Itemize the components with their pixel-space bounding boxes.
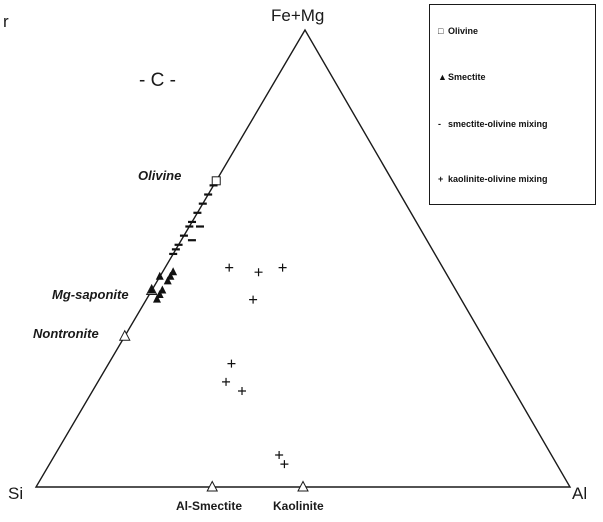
- legend-item-smectite-olivine-mixing: - smectite-olivine mixing: [438, 119, 548, 129]
- legend-label-smectite-olivine-mixing: smectite-olivine mixing: [448, 119, 548, 129]
- reference-point-al-smectite: [206, 480, 219, 492]
- kaolinite-olivine-mixing-point-3: [249, 295, 258, 304]
- smectite-point-7: [163, 276, 172, 285]
- dash-marker-icon: -: [438, 119, 441, 129]
- reference-point-nontronite: [118, 329, 131, 341]
- kaolinite-olivine-mixing-point-5: [222, 377, 231, 386]
- legend-item-olivine: □ Olivine: [438, 26, 478, 36]
- kaolinite-olivine-mixing-point-7: [275, 451, 284, 460]
- olivine-annotation: Olivine: [138, 168, 182, 183]
- legend: □ Olivine ▲Smectite - smectite-olivine mix…: [429, 4, 596, 205]
- legend-item-kaolinite-olivine-mixing: + kaolinite-olivine mixing: [438, 174, 548, 184]
- panel-letter: r: [3, 12, 9, 31]
- kaolinite-olivine-mixing-point-4: [227, 359, 236, 368]
- kaolinite-label: Kaolinite: [273, 499, 324, 513]
- vertex-top-label: Fe+Mg: [271, 6, 325, 25]
- smectite-point-3: [169, 267, 178, 276]
- panel-label: - C -: [139, 70, 176, 91]
- square-marker-icon: □: [438, 26, 444, 36]
- vertex-right-label: Al: [572, 484, 588, 503]
- kaolinite-olivine-mixing-point-0: [254, 268, 263, 277]
- reference-point-kaolinite: [297, 480, 309, 492]
- nontronite-annotation: Nontronite: [33, 326, 99, 341]
- kaolinite-olivine-mixing-point-1: [278, 263, 287, 272]
- smectite-point-1: [155, 271, 164, 280]
- vertex-left-label: Si: [8, 484, 24, 503]
- plus-marker-icon: +: [438, 174, 444, 184]
- olivine-point-0: [211, 176, 221, 186]
- mg-saponite-annotation: Mg-saponite: [52, 287, 129, 302]
- triangle-marker-icon: ▲: [438, 72, 447, 82]
- kaolinite-olivine-mixing-point-6: [238, 387, 247, 396]
- legend-label-smectite: Smectite: [448, 72, 486, 82]
- legend-label-olivine: Olivine: [448, 26, 479, 36]
- legend-label-kaolinite-olivine-mixing: kaolinite-olivine mixing: [448, 174, 548, 184]
- al-smectite-label: Al-Smectite: [176, 499, 243, 513]
- smectite-point-6: [155, 290, 164, 299]
- kaolinite-olivine-mixing-point-2: [225, 263, 234, 272]
- kaolinite-olivine-mixing-point-8: [280, 460, 289, 469]
- smectite-point-5: [152, 294, 161, 303]
- legend-item-smectite: ▲Smectite: [438, 72, 486, 82]
- smectite-point-0: [147, 285, 156, 294]
